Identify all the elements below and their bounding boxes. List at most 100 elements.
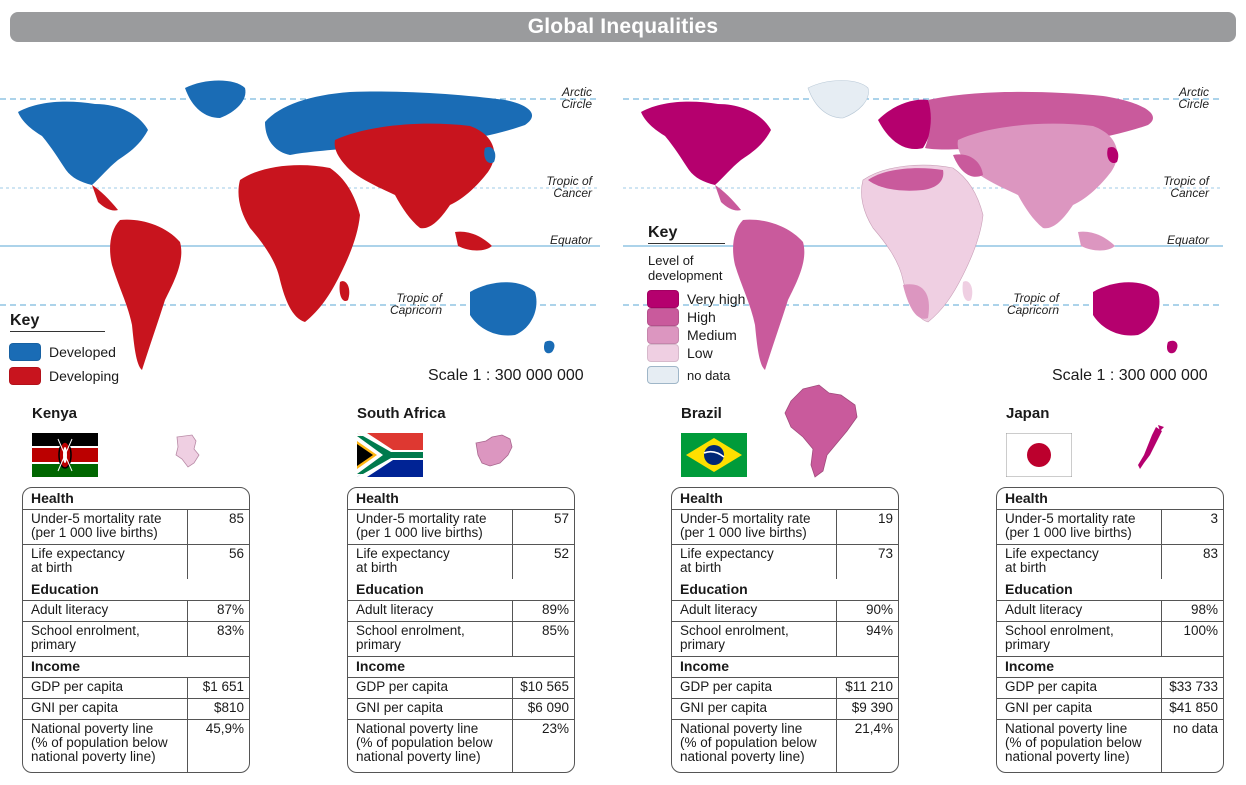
row-gdp-per-capita: GDP per capita $33 733	[997, 677, 1223, 698]
value-adult-literacy: 87%	[216, 602, 244, 617]
label-gni-per-capita: GNI per capita	[680, 700, 768, 715]
legend-item-developed: Developed	[9, 343, 116, 361]
section-education: Education	[31, 581, 99, 597]
value-life-expectancy: 52	[553, 546, 569, 561]
africa-shape	[238, 165, 360, 322]
middle-east-shape	[953, 154, 983, 177]
central-america-shape	[715, 185, 741, 211]
tropic-cancer-label: Tropic of Cancer	[1163, 174, 1209, 200]
tropic-capricorn-label: Tropic of Capricorn	[1006, 291, 1059, 317]
label-adult-literacy: Adult literacy	[680, 602, 758, 617]
japan-shape	[484, 146, 496, 164]
value-life-expectancy: 73	[877, 546, 893, 561]
value-national-poverty-line: no data	[1172, 721, 1218, 736]
world-map-svg-left	[0, 80, 600, 370]
map-level-of-development: Arctic Circle Tropic of Cancer Equator Tro…	[623, 60, 1223, 390]
label-gdp-per-capita: GDP per capita	[356, 679, 449, 694]
label-national-poverty-line: National poverty line (% of population be…	[1005, 721, 1142, 764]
south-america-shape	[733, 219, 805, 370]
section-education: Education	[1005, 581, 1073, 597]
label-adult-literacy: Adult literacy	[31, 602, 109, 617]
value-under5-mortality: 3	[1210, 511, 1218, 526]
row-gni-per-capita: GNI per capita $9 390	[672, 698, 898, 719]
legend-item-high: High	[647, 308, 716, 326]
tropic-cancer-label: Tropic of Cancer	[546, 174, 592, 200]
row-adult-literacy: Adult literacy 89%	[348, 600, 574, 621]
left-key-rule	[10, 331, 105, 332]
indonesia-shape	[1078, 231, 1115, 251]
very-high-swatch	[647, 290, 679, 308]
page-title: Global Inequalities	[527, 15, 719, 38]
map-developed-developing: Arctic Circle Tropic of Cancer Equator Tro…	[0, 60, 600, 390]
row-gdp-per-capita: GDP per capita $1 651	[23, 677, 249, 698]
greenland-shape	[807, 80, 869, 119]
row-adult-literacy: Adult literacy 98%	[997, 600, 1223, 621]
value-school-enrolment: 100%	[1183, 623, 1218, 638]
section-income: Income	[31, 658, 81, 674]
south-america-shape	[110, 219, 182, 370]
country-outline-icon	[172, 433, 202, 474]
no-data-swatch	[647, 366, 679, 384]
label-gdp-per-capita: GDP per capita	[1005, 679, 1098, 694]
value-gdp-per-capita: $11 210	[845, 679, 893, 694]
value-gni-per-capita: $41 850	[1169, 700, 1218, 715]
row-national-poverty-line: National poverty line (% of population be…	[672, 719, 898, 772]
developed-swatch	[9, 343, 41, 361]
section-health: Health	[356, 490, 399, 506]
developing-swatch	[9, 367, 41, 385]
legend-item-no-data: no data	[647, 366, 730, 384]
arctic-circle-label: Arctic Circle	[1178, 85, 1209, 111]
label-gdp-per-capita: GDP per capita	[31, 679, 124, 694]
madagascar-shape	[339, 281, 350, 302]
label-life-expectancy: Life expectancy at birth	[31, 546, 125, 575]
kenya-flag-icon	[32, 433, 98, 477]
right-scale-label: Scale 1 : 300 000 000	[1052, 367, 1208, 384]
asia-shape	[957, 123, 1118, 229]
value-national-poverty-line: 23%	[541, 721, 569, 736]
greenland-shape	[185, 80, 246, 118]
row-school-enrolment: School enrolment, primary 85%	[348, 621, 574, 656]
row-life-expectancy: Life expectancy at birth 83	[997, 544, 1223, 579]
value-national-poverty-line: 21,4%	[854, 721, 893, 736]
country-name: South Africa	[357, 405, 446, 422]
country-name: Kenya	[32, 405, 78, 422]
row-life-expectancy: Life expectancy at birth 52	[348, 544, 574, 579]
section-income: Income	[680, 658, 730, 674]
brazil-flag-icon	[681, 433, 747, 477]
tropic-capricorn-label: Tropic of Capricorn	[389, 291, 442, 317]
indicator-table: Health Under-5 mortality rate (per 1 000 …	[22, 487, 250, 773]
section-income: Income	[1005, 658, 1055, 674]
title-bar: Global Inequalities	[10, 12, 1236, 42]
label-national-poverty-line: National poverty line (% of population be…	[31, 721, 168, 764]
left-scale-label: Scale 1 : 300 000 000	[428, 367, 584, 384]
value-life-expectancy: 56	[228, 546, 244, 561]
country-name: Japan	[1006, 405, 1050, 422]
high-swatch	[647, 308, 679, 326]
indicator-table: Health Under-5 mortality rate (per 1 000 …	[996, 487, 1224, 773]
japan-shape	[1107, 146, 1119, 164]
value-adult-literacy: 90%	[865, 602, 893, 617]
section-health: Health	[31, 490, 74, 506]
label-school-enrolment: School enrolment, primary	[1005, 623, 1114, 652]
row-under5-mortality: Under-5 mortality rate (per 1 000 live bi…	[672, 509, 898, 544]
label-under5-mortality: Under-5 mortality rate (per 1 000 live bi…	[356, 511, 487, 540]
section-education: Education	[356, 581, 424, 597]
label-under5-mortality: Under-5 mortality rate (per 1 000 live bi…	[680, 511, 811, 540]
label-gni-per-capita: GNI per capita	[1005, 700, 1093, 715]
label-life-expectancy: Life expectancy at birth	[356, 546, 450, 575]
label-under5-mortality: Under-5 mortality rate (per 1 000 live bi…	[31, 511, 162, 540]
legend-item-developing: Developing	[9, 367, 119, 385]
indonesia-shape	[455, 231, 492, 251]
section-income: Income	[356, 658, 406, 674]
row-gni-per-capita: GNI per capita $41 850	[997, 698, 1223, 719]
north-africa-shape	[868, 168, 944, 191]
value-gni-per-capita: $810	[213, 700, 244, 715]
value-school-enrolment: 85%	[541, 623, 569, 638]
south-africa-flag-icon	[357, 433, 423, 477]
value-national-poverty-line: 45,9%	[205, 721, 244, 736]
country-outline-icon	[781, 381, 861, 486]
row-national-poverty-line: National poverty line (% of population be…	[23, 719, 249, 772]
equator-label: Equator	[549, 233, 592, 247]
value-life-expectancy: 83	[1202, 546, 1218, 561]
row-gdp-per-capita: GDP per capita $10 565	[348, 677, 574, 698]
